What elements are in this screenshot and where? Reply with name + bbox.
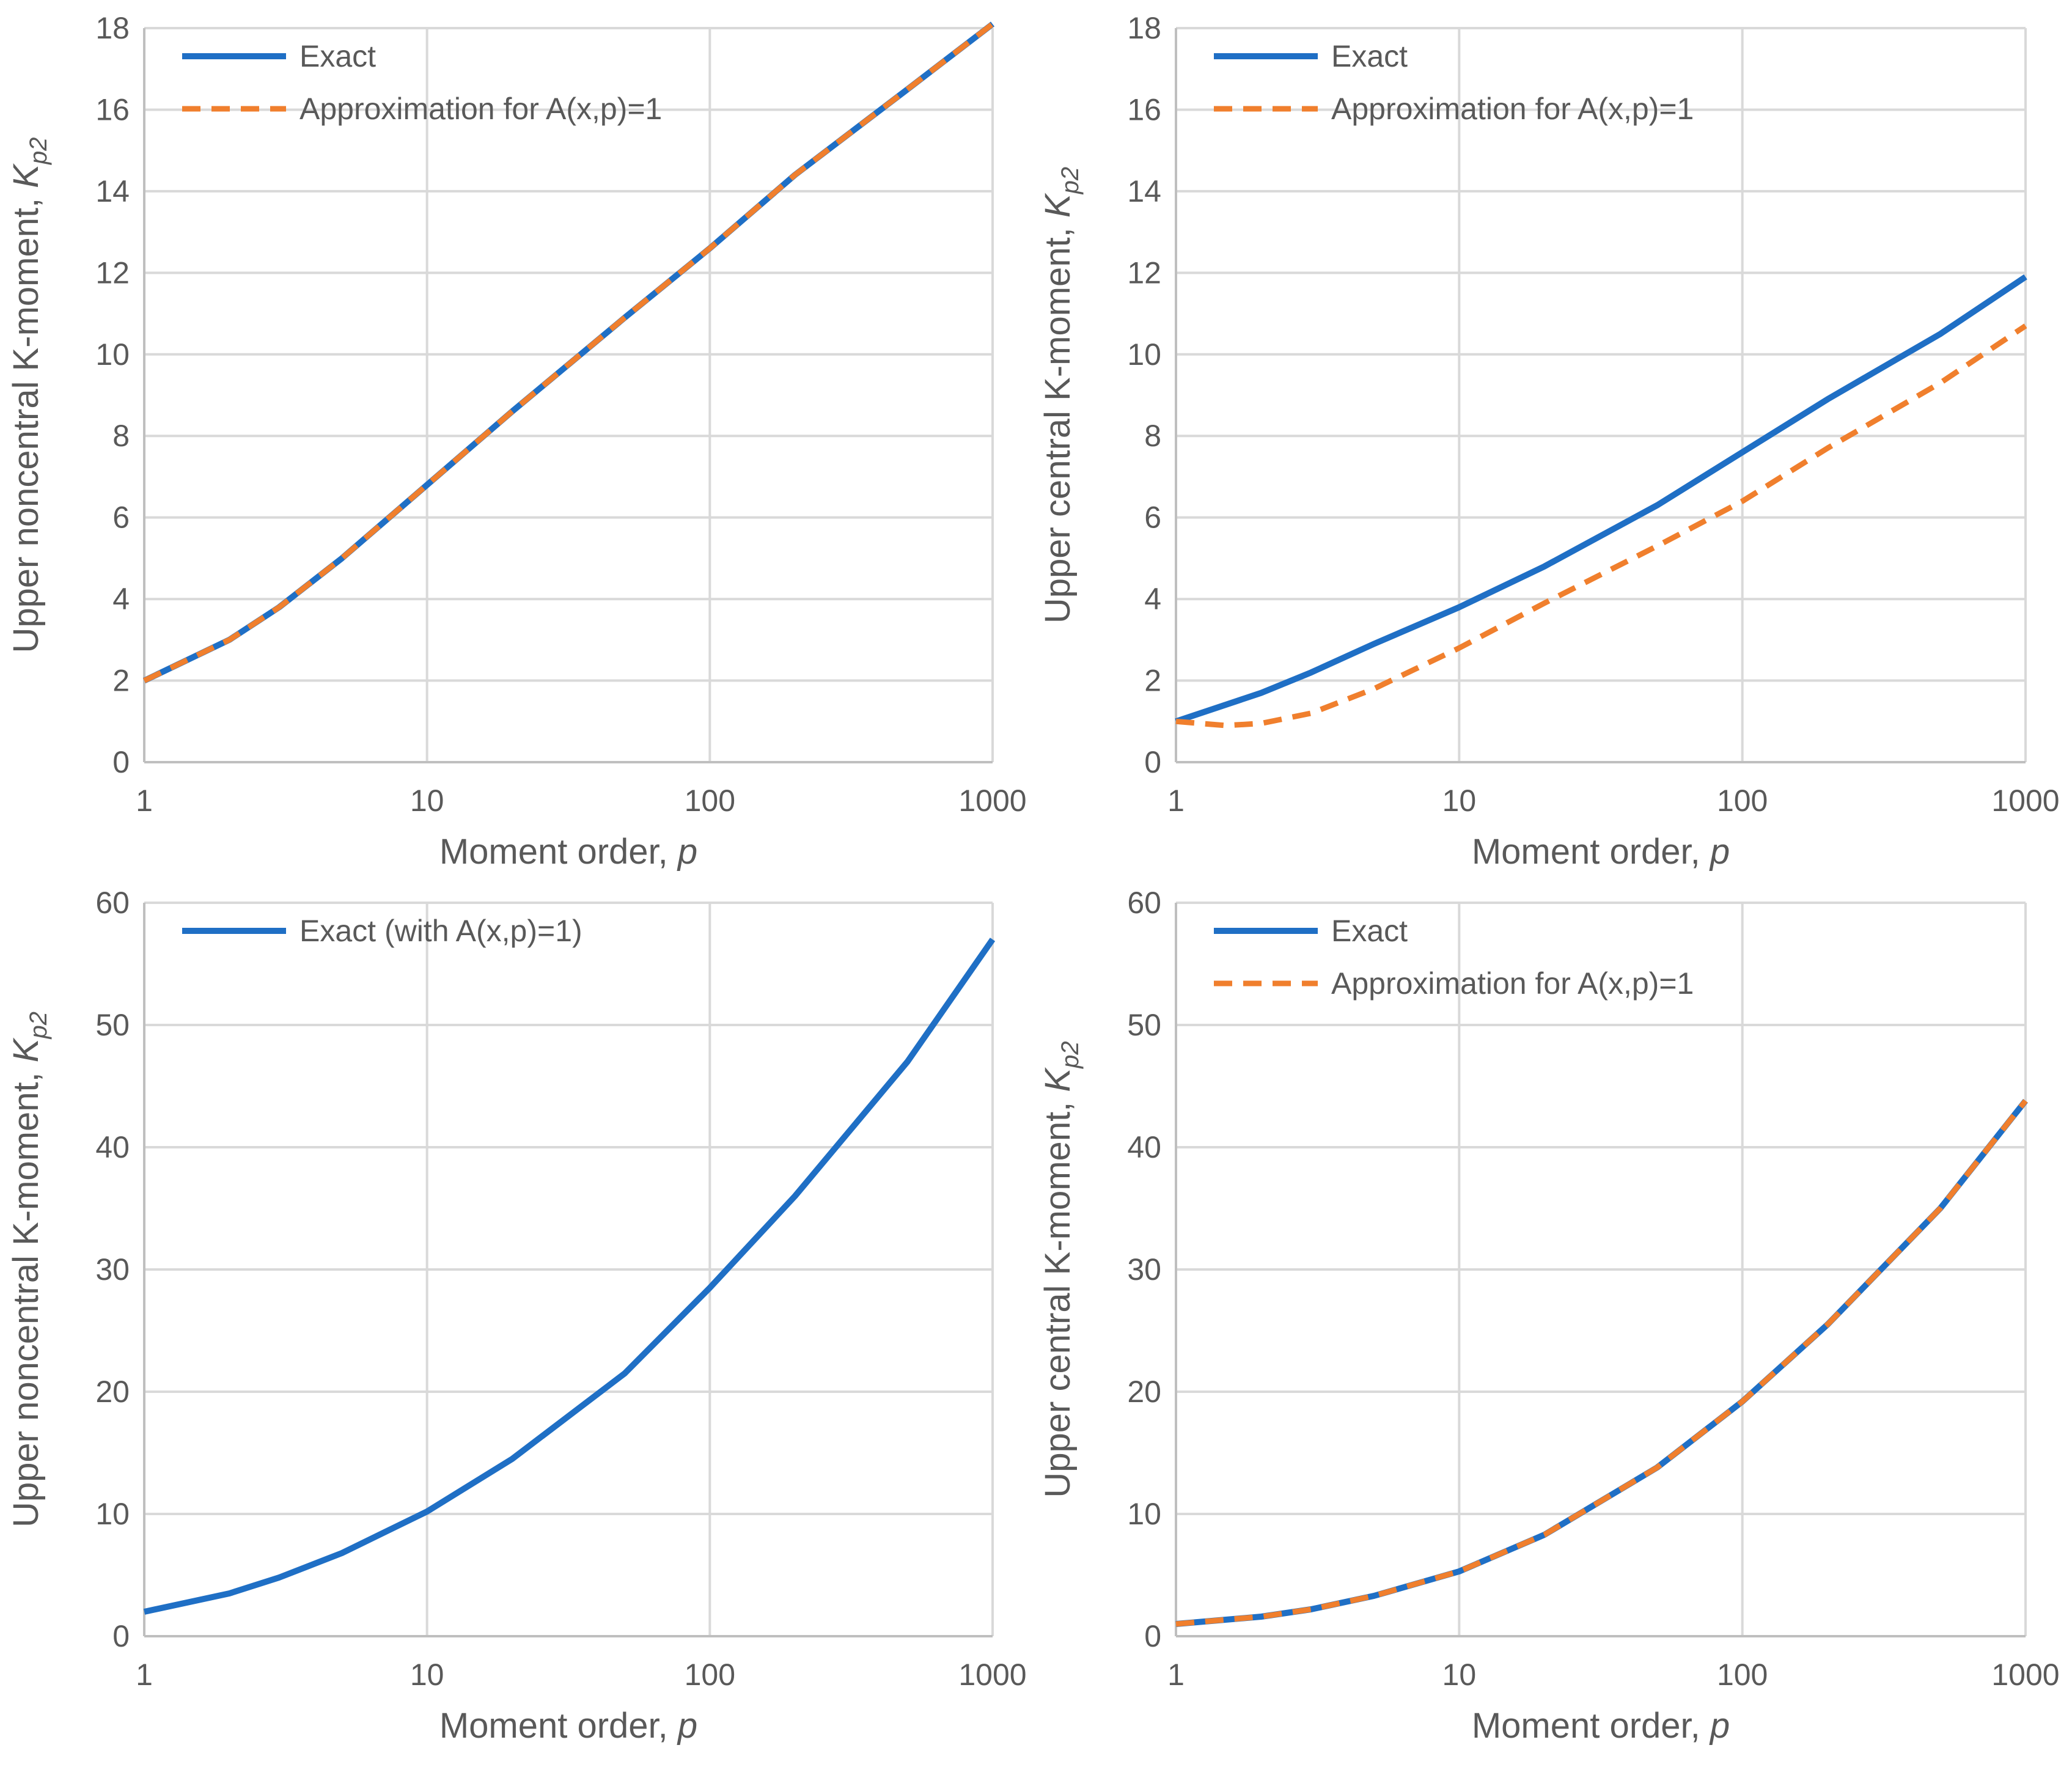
y-tick-label: 0 <box>1144 1619 1161 1653</box>
y-tick-label: 20 <box>95 1375 130 1409</box>
series-line <box>143 938 996 1615</box>
y-tick-label: 0 <box>112 1619 130 1653</box>
y-axis-label: Upper central K-moment, Kp2 <box>1038 167 1084 623</box>
x-axis-label: Moment order, p <box>1472 832 1730 872</box>
y-tick-label: 60 <box>1127 886 1161 920</box>
y-tick-label: 18 <box>95 11 130 45</box>
series-line <box>1175 1098 2028 1627</box>
legend-label: Approximation for A(x,p)=1 <box>299 92 662 126</box>
x-axis-label: Moment order, p <box>439 1706 697 1746</box>
y-tick-label: 6 <box>1144 501 1161 535</box>
y-tick-label: 8 <box>112 419 130 453</box>
x-tick-label: 1 <box>136 784 153 818</box>
y-tick-label: 0 <box>1144 745 1161 779</box>
y-tick-label: 2 <box>1144 664 1161 698</box>
x-tick-label: 100 <box>1717 1658 1768 1692</box>
x-tick-label: 100 <box>1717 784 1768 818</box>
y-tick-label: 10 <box>1127 337 1161 372</box>
x-tick-label: 10 <box>1442 784 1477 818</box>
series-line <box>1175 1099 2028 1627</box>
x-tick-label: 1000 <box>1991 784 2059 818</box>
x-tick-label: 10 <box>1442 1658 1477 1692</box>
x-axis-label: Moment order, p <box>439 832 697 872</box>
y-tick-label: 12 <box>95 255 130 290</box>
series-line <box>1175 274 2027 725</box>
series-line <box>143 21 994 683</box>
y-axis-label: Upper noncentral K-moment, Kp2 <box>6 1012 52 1527</box>
x-tick-label: 1000 <box>958 1658 1026 1692</box>
y-tick-label: 50 <box>95 1008 130 1042</box>
y-tick-label: 0 <box>112 745 130 779</box>
y-tick-label: 16 <box>1127 92 1161 127</box>
x-tick-label: 1 <box>1167 1658 1185 1692</box>
y-tick-label: 14 <box>1127 174 1161 208</box>
y-tick-label: 2 <box>112 664 130 698</box>
y-tick-label: 16 <box>95 92 130 127</box>
legend-label: Approximation for A(x,p)=1 <box>1331 92 1694 126</box>
y-tick-label: 10 <box>95 1497 130 1531</box>
legend-label: Approximation for A(x,p)=1 <box>1331 966 1694 1001</box>
y-axis-label: Upper central K-moment, Kp2 <box>1038 1041 1084 1497</box>
y-tick-label: 40 <box>95 1130 130 1164</box>
y-tick-label: 8 <box>1144 419 1161 453</box>
x-tick-label: 1000 <box>958 784 1026 818</box>
y-axis-label: Upper noncentral K-moment, Kp2 <box>6 138 52 653</box>
y-tick-label: 10 <box>1127 1497 1161 1531</box>
y-tick-label: 20 <box>1127 1375 1161 1409</box>
legend-label: Exact <box>1331 914 1408 948</box>
y-tick-label: 18 <box>1127 11 1161 45</box>
x-tick-label: 10 <box>410 784 444 818</box>
chart-top-left: 0 2 4 6 8 10 12 14 16 18 1 10 100 1000 Moment order, p… <box>6 11 1027 872</box>
y-tick-label: 30 <box>1127 1252 1161 1287</box>
x-tick-label: 100 <box>685 784 735 818</box>
y-tick-label: 30 <box>95 1252 130 1287</box>
x-tick-label: 10 <box>410 1658 444 1692</box>
y-tick-label: 4 <box>1144 582 1161 616</box>
y-tick-label: 40 <box>1127 1130 1161 1164</box>
y-tick-label: 14 <box>95 174 130 208</box>
y-tick-label: 50 <box>1127 1008 1161 1042</box>
chart-top-right: 0 2 4 6 8 10 12 14 16 18 1 10 100 1000 Moment order, p… <box>1038 11 2060 872</box>
x-tick-label: 1 <box>136 1658 153 1692</box>
x-tick-label: 100 <box>685 1658 735 1692</box>
y-tick-label: 60 <box>95 886 130 920</box>
x-axis-label: Moment order, p <box>1472 1706 1730 1746</box>
legend-label: Exact (with A(x,p)=1) <box>299 914 582 948</box>
chart-bottom-left: 0 10 20 30 40 50 60 1 10 100 1000 Moment order, p Up… <box>6 886 1027 1746</box>
series-line <box>1175 323 2027 729</box>
y-tick-label: 10 <box>95 337 130 372</box>
y-tick-label: 4 <box>112 582 130 616</box>
legend-label: Exact <box>299 39 376 73</box>
legend-label: Exact <box>1331 39 1408 73</box>
x-tick-label: 1 <box>1167 784 1185 818</box>
y-tick-label: 12 <box>1127 255 1161 290</box>
x-tick-label: 1000 <box>1991 1658 2059 1692</box>
y-tick-label: 6 <box>112 501 130 535</box>
chart-bottom-right: 0 10 20 30 40 50 60 1 10 100 1000 Moment order, p Up… <box>1038 886 2060 1746</box>
